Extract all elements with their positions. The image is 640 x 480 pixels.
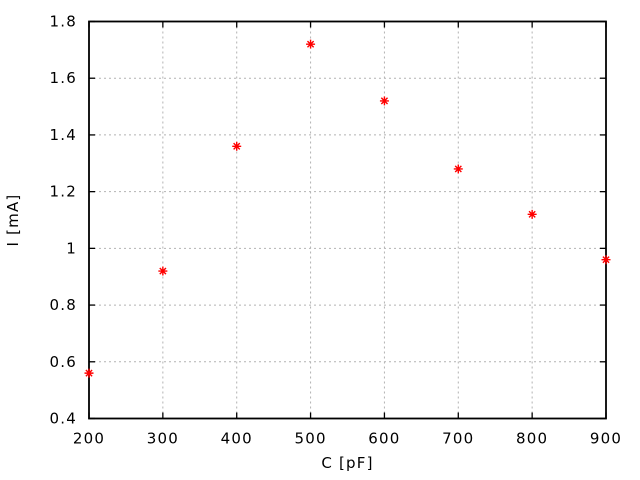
y-tick-label: 0.6 [50, 353, 77, 371]
x-tick-label: 900 [590, 430, 622, 448]
y-tick-label: 1.6 [50, 69, 77, 87]
plot-border [88, 20, 607, 420]
x-tick-label: 400 [221, 430, 253, 448]
y-tick-label: 0.4 [50, 410, 77, 428]
data-point-marker [84, 368, 94, 378]
x-tick-label: 500 [294, 430, 326, 448]
data-point-marker [601, 255, 611, 265]
x-tick-label: 800 [516, 430, 548, 448]
data-point-marker [158, 266, 168, 276]
x-axis-label: C [pF] [321, 454, 374, 472]
x-tick-label: 700 [442, 430, 474, 448]
y-tick-label: 1.4 [50, 126, 77, 144]
data-point-marker [306, 39, 316, 49]
data-point-marker [453, 164, 463, 174]
x-tick-label: 300 [147, 430, 179, 448]
data-point-marker [379, 96, 389, 106]
y-tick-label: 0.8 [50, 296, 77, 314]
data-point-marker [527, 209, 537, 219]
y-tick-label: 1.8 [50, 13, 77, 31]
x-tick-label: 200 [73, 430, 105, 448]
y-tick-label: 1.2 [50, 183, 77, 201]
x-tick-label: 600 [368, 430, 400, 448]
y-tick-label: 1 [66, 239, 77, 257]
data-point-marker [232, 141, 242, 151]
y-axis-label: I [mA] [4, 193, 22, 247]
